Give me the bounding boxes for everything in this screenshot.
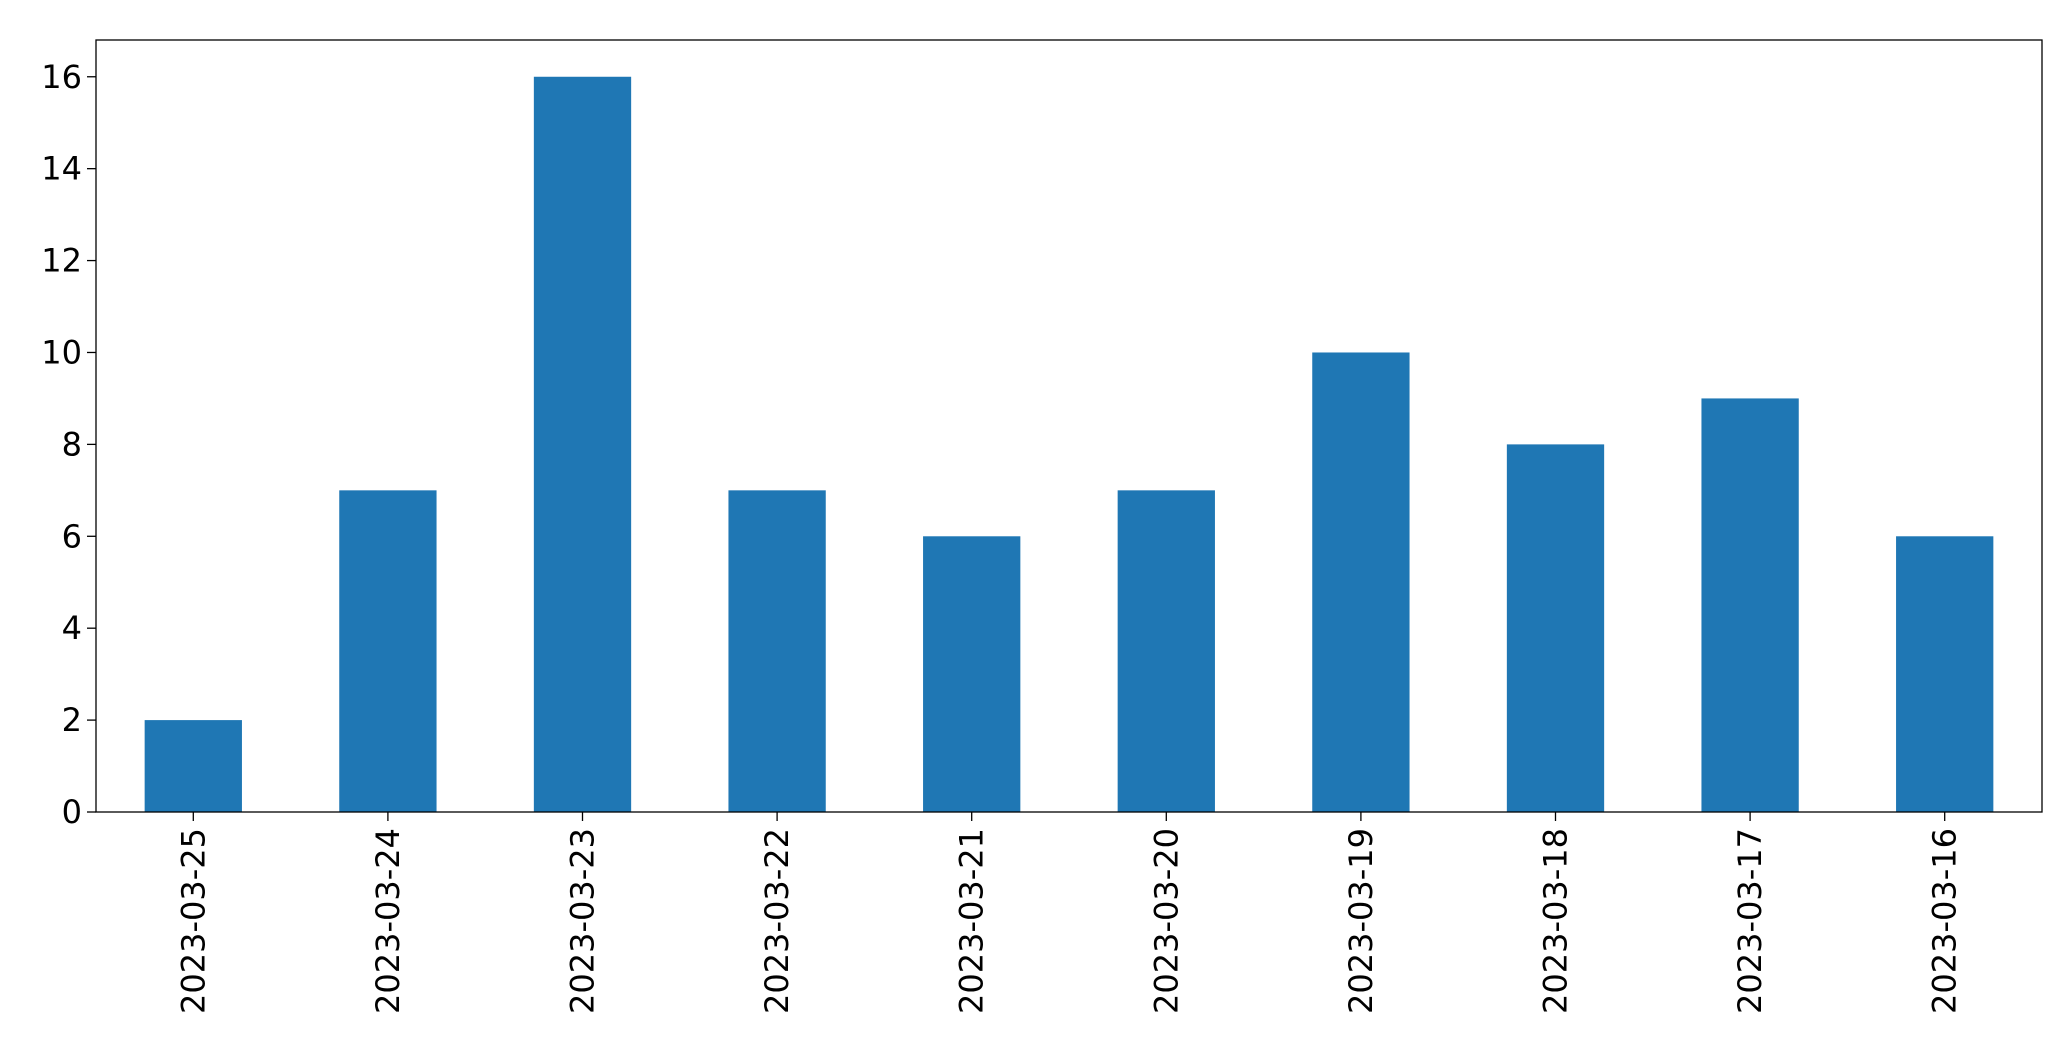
y-tick-label: 12 bbox=[41, 242, 82, 280]
bar bbox=[1312, 352, 1410, 812]
bar bbox=[1117, 490, 1215, 812]
x-tick-label: 2023-03-19 bbox=[1342, 828, 1380, 1014]
bar bbox=[1896, 536, 1994, 812]
y-tick-label: 6 bbox=[62, 517, 82, 555]
bar bbox=[339, 490, 437, 812]
bar bbox=[1506, 444, 1605, 812]
plot-frame bbox=[95, 39, 2043, 813]
x-tick-label: 2023-03-20 bbox=[1147, 828, 1185, 1014]
bar bbox=[728, 490, 826, 812]
x-tick-label: 2023-03-16 bbox=[1926, 828, 1964, 1014]
x-tick-label: 2023-03-21 bbox=[953, 828, 991, 1014]
bar bbox=[923, 536, 1021, 812]
y-tick-label: 16 bbox=[41, 58, 82, 96]
y-tick-label: 8 bbox=[62, 425, 82, 463]
x-tick-label: 2023-03-24 bbox=[369, 828, 407, 1014]
x-tick-label: 2023-03-25 bbox=[174, 828, 212, 1014]
bar bbox=[144, 720, 242, 812]
y-tick-label: 10 bbox=[41, 333, 82, 371]
y-tick-label: 4 bbox=[62, 609, 82, 647]
y-tick-label: 2 bbox=[62, 701, 82, 739]
bar bbox=[1701, 398, 1799, 812]
x-tick-label: 2023-03-17 bbox=[1731, 828, 1769, 1014]
x-tick-label: 2023-03-18 bbox=[1537, 828, 1575, 1014]
y-tick-label: 14 bbox=[41, 150, 82, 188]
bar bbox=[533, 76, 632, 812]
x-tick-label: 2023-03-23 bbox=[564, 828, 602, 1014]
x-tick-label: 2023-03-22 bbox=[758, 828, 796, 1014]
y-tick-label: 0 bbox=[62, 793, 82, 831]
